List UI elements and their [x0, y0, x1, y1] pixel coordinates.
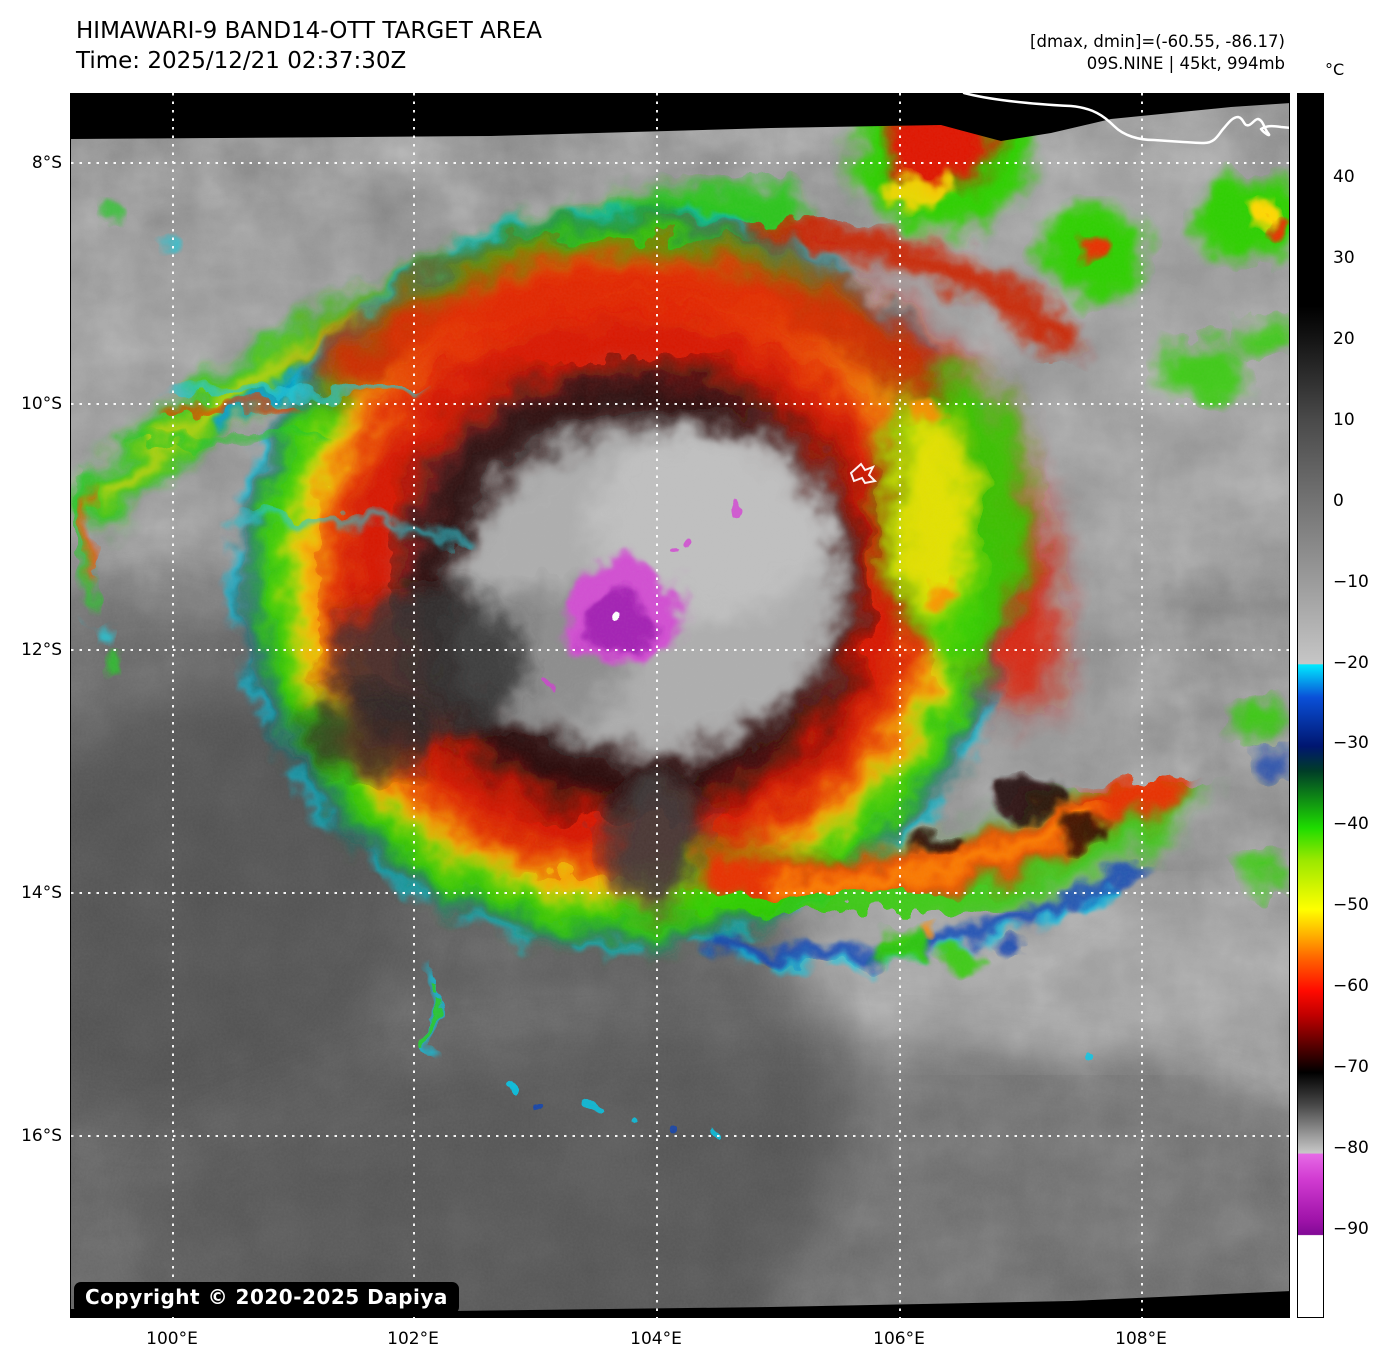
lat-tick-label: 16°S — [21, 1126, 62, 1146]
colorbar-tick-label: −90 — [1333, 1219, 1369, 1239]
data-edge-mask — [71, 93, 1289, 1318]
timestamp: Time: 2025/12/21 02:37:30Z — [76, 48, 407, 74]
storm-info-readout: 09S.NINE | 45kt, 994mb — [1086, 54, 1285, 73]
header-right: [dmax, dmin]=(-60.55, -86.17) 09S.NINE |… — [880, 31, 1285, 75]
colorbar-tick-label: 20 — [1333, 329, 1355, 349]
copyright-badge: Copyright © 2020-2025 Dapiya — [74, 1282, 459, 1314]
colorbar-tick-label: −80 — [1333, 1138, 1369, 1158]
temperature-colorbar — [1297, 93, 1324, 1318]
lat-tick-label: 8°S — [31, 153, 62, 173]
lon-tick-label: 102°E — [387, 1329, 439, 1349]
colorbar-tick-label: 30 — [1333, 248, 1355, 268]
satellite-image — [71, 93, 1289, 1318]
lon-tick-label: 100°E — [146, 1329, 198, 1349]
colorbar-tick-label: −50 — [1333, 895, 1369, 915]
colorbar-tick-label: 0 — [1333, 491, 1344, 511]
convection-contour-marker — [849, 462, 878, 485]
lon-tick-label: 108°E — [1115, 1329, 1167, 1349]
colorbar-tick-label: 10 — [1333, 410, 1355, 430]
lat-tick-label: 12°S — [21, 640, 62, 660]
lat-tick-label: 10°S — [21, 394, 62, 414]
lon-tick-label: 106°E — [873, 1329, 925, 1349]
colorbar-tick-label: −60 — [1333, 976, 1369, 996]
lat-tick-label: 14°S — [21, 883, 62, 903]
colorbar-tick-label: −10 — [1333, 572, 1369, 592]
colorbar-tick-label: −70 — [1333, 1057, 1369, 1077]
image-grain-overlay — [71, 93, 1289, 1318]
colorbar-tick-label: 40 — [1333, 167, 1355, 187]
graticule — [71, 93, 1289, 1318]
colorbar-tick-label: −30 — [1333, 733, 1369, 753]
dmax-dmin-readout: [dmax, dmin]=(-60.55, -86.17) — [1030, 32, 1285, 51]
colorbar-tick-label: −40 — [1333, 814, 1369, 834]
colorbar-tick-label: −20 — [1333, 653, 1369, 673]
satellite-map: Copyright © 2020-2025 Dapiya — [70, 93, 1290, 1318]
page-title: HIMAWARI-9 BAND14-OTT TARGET AREA — [76, 18, 543, 44]
coastline — [962, 93, 1289, 145]
colorbar-unit: °C — [1325, 60, 1345, 79]
lon-tick-label: 104°E — [630, 1329, 682, 1349]
header-left: HIMAWARI-9 BAND14-OTT TARGET AREA Time: … — [76, 16, 542, 76]
